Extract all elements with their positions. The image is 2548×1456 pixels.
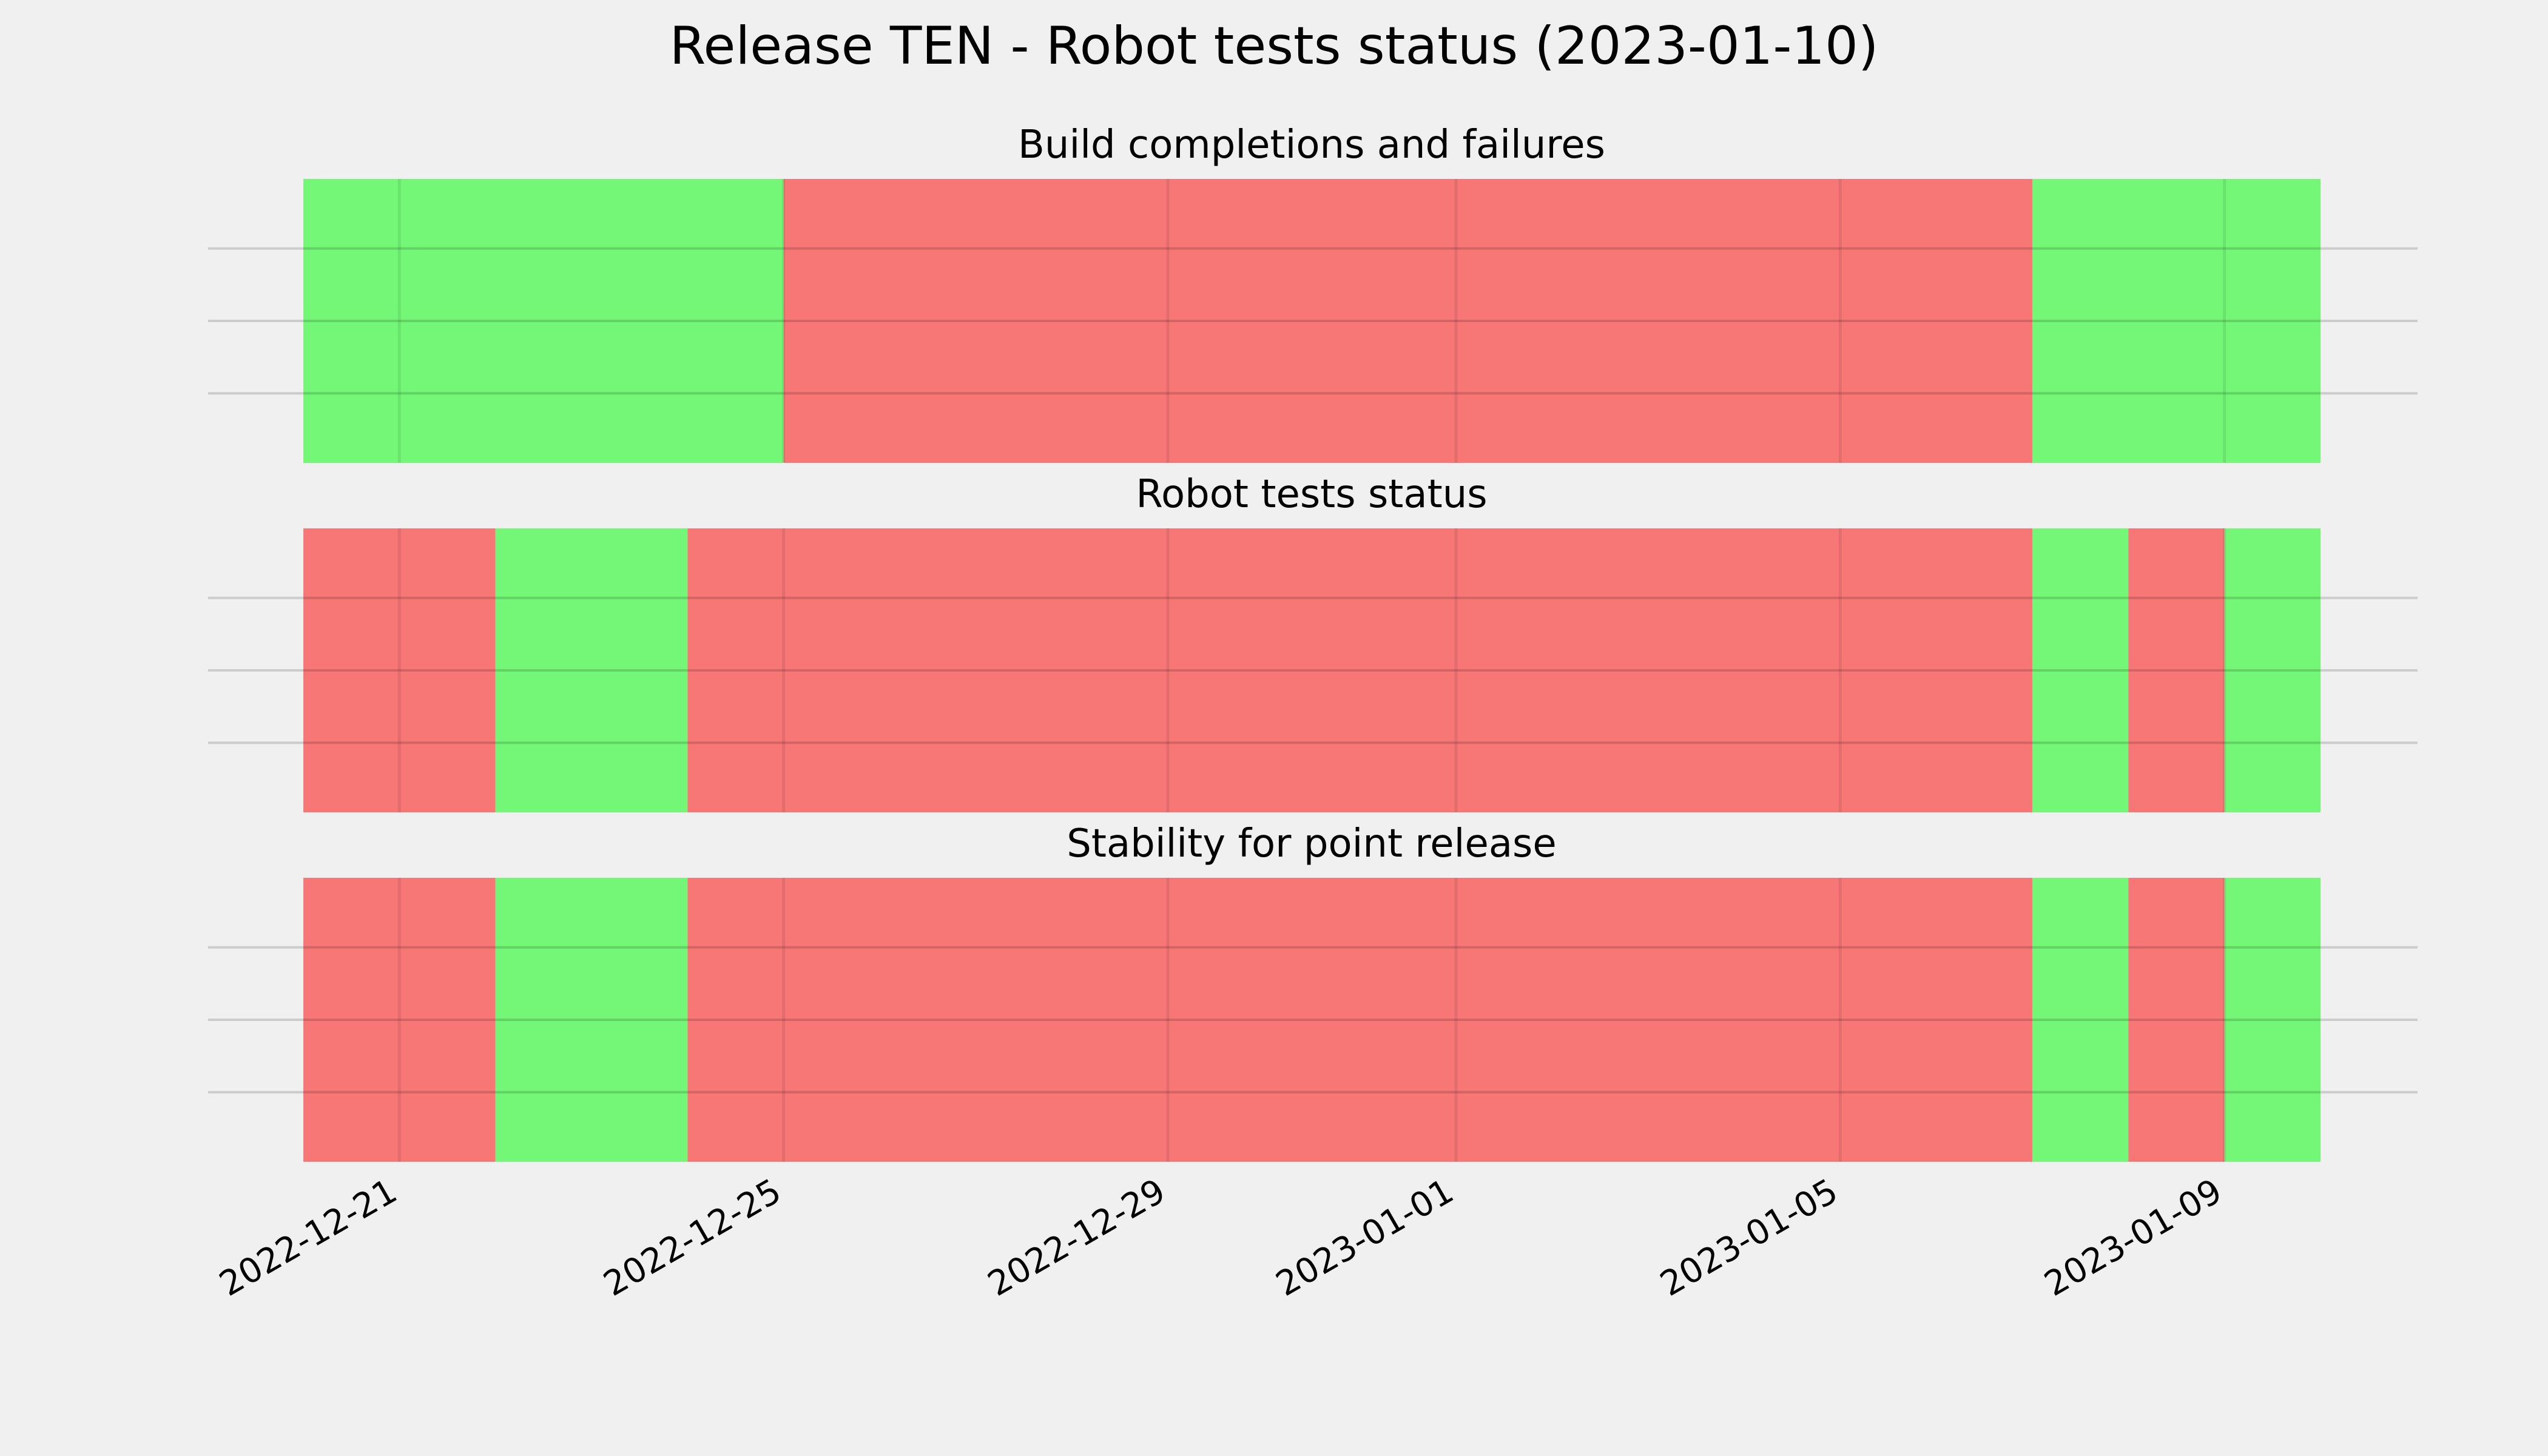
- status-segment-fail: [687, 528, 2032, 812]
- status-segment-pass: [2224, 878, 2320, 1162]
- status-segment-pass: [2032, 179, 2320, 463]
- x-tick-label: 2023-01-05: [1654, 1171, 1844, 1304]
- status-segment-pass: [495, 528, 688, 812]
- panel-title: Stability for point release: [1067, 821, 1557, 866]
- status-segment-pass: [303, 179, 784, 463]
- status-segment-fail: [303, 528, 496, 812]
- x-tick-label: 2023-01-09: [2038, 1171, 2228, 1304]
- x-tick-label: 2022-12-29: [982, 1171, 1172, 1304]
- timeline-panel: Robot tests status: [208, 472, 2418, 812]
- chart-title: Release TEN - Robot tests status (2023-0…: [670, 16, 1879, 76]
- status-segment-pass: [2224, 528, 2320, 812]
- x-tick-label: 2023-01-01: [1270, 1171, 1460, 1304]
- status-segment-fail: [783, 179, 2033, 463]
- x-tick-label: 2022-12-21: [213, 1171, 403, 1304]
- status-segment-fail: [303, 878, 496, 1162]
- timeline-panel: Build completions and failures: [208, 123, 2418, 463]
- panel-title: Robot tests status: [1136, 472, 1487, 517]
- status-segment-fail: [2128, 528, 2225, 812]
- status-segment-pass: [2032, 528, 2129, 812]
- status-segment-fail: [2128, 878, 2225, 1162]
- timeline-panel: Stability for point release: [208, 821, 2418, 1162]
- status-segment-pass: [2032, 878, 2129, 1162]
- panel-title: Build completions and failures: [1018, 123, 1605, 167]
- status-segment-pass: [495, 878, 688, 1162]
- status-segment-fail: [687, 878, 2032, 1162]
- x-tick-label: 2022-12-25: [597, 1171, 787, 1304]
